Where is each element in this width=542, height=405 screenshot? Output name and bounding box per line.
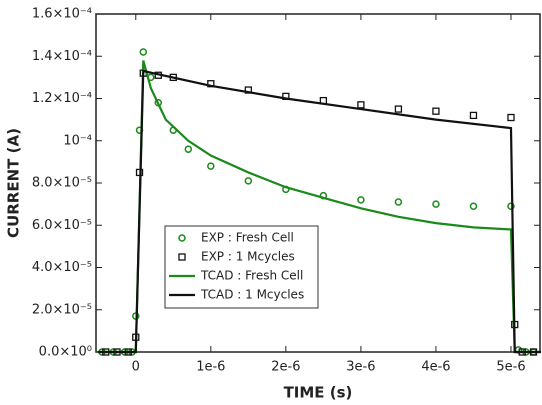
data-point bbox=[432, 200, 440, 208]
y-tick-label: 1.4×10⁻⁴ bbox=[32, 49, 92, 64]
legend-label: TCAD : 1 Mcycles bbox=[200, 288, 304, 302]
y-tick-label: 6.0×10⁻⁵ bbox=[32, 218, 92, 233]
y-tick-label: 4.0×10⁻⁵ bbox=[32, 260, 92, 275]
data-point bbox=[507, 113, 515, 122]
legend-marker bbox=[178, 253, 186, 261]
data-point bbox=[432, 107, 440, 115]
y-tick-label: 10⁻⁴ bbox=[63, 133, 92, 148]
data-point bbox=[394, 198, 403, 206]
data-point bbox=[357, 101, 365, 109]
data-point bbox=[394, 105, 403, 113]
series-line bbox=[98, 60, 541, 354]
x-tick-label: 4e-6 bbox=[421, 360, 450, 375]
data-point bbox=[507, 202, 515, 210]
y-tick-label: 1.6×10⁻⁴ bbox=[32, 7, 92, 22]
data-point bbox=[357, 196, 365, 204]
x-tick-label: 1e-6 bbox=[196, 360, 225, 375]
data-point bbox=[469, 111, 478, 120]
x-axis-title: TIME (s) bbox=[284, 384, 353, 402]
legend-label: EXP : 1 Mcycles bbox=[201, 250, 295, 264]
legend-label: EXP : Fresh Cell bbox=[201, 231, 294, 245]
y-tick-label: 2.0×10⁻⁵ bbox=[32, 302, 92, 317]
y-tick-label: 0.0×10⁰ bbox=[39, 345, 92, 360]
x-tick-label: 5e-6 bbox=[496, 360, 525, 375]
x-tick-label: 0 bbox=[132, 360, 140, 375]
x-tick-label: 3e-6 bbox=[346, 360, 375, 375]
y-tick-label: 1.2×10⁻⁴ bbox=[32, 91, 92, 106]
x-tick-label: 2e-6 bbox=[271, 360, 300, 375]
data-point bbox=[207, 162, 215, 170]
y-axis-title: CURRENT (A) bbox=[5, 128, 23, 238]
data-point bbox=[139, 48, 148, 56]
data-point bbox=[184, 145, 193, 153]
y-tick-label: 8.0×10⁻⁵ bbox=[32, 176, 92, 191]
legend-label: TCAD : Fresh Cell bbox=[200, 269, 303, 283]
series-line bbox=[98, 69, 541, 354]
legend-marker bbox=[178, 234, 186, 242]
data-point bbox=[469, 202, 478, 210]
data-point bbox=[244, 177, 253, 185]
